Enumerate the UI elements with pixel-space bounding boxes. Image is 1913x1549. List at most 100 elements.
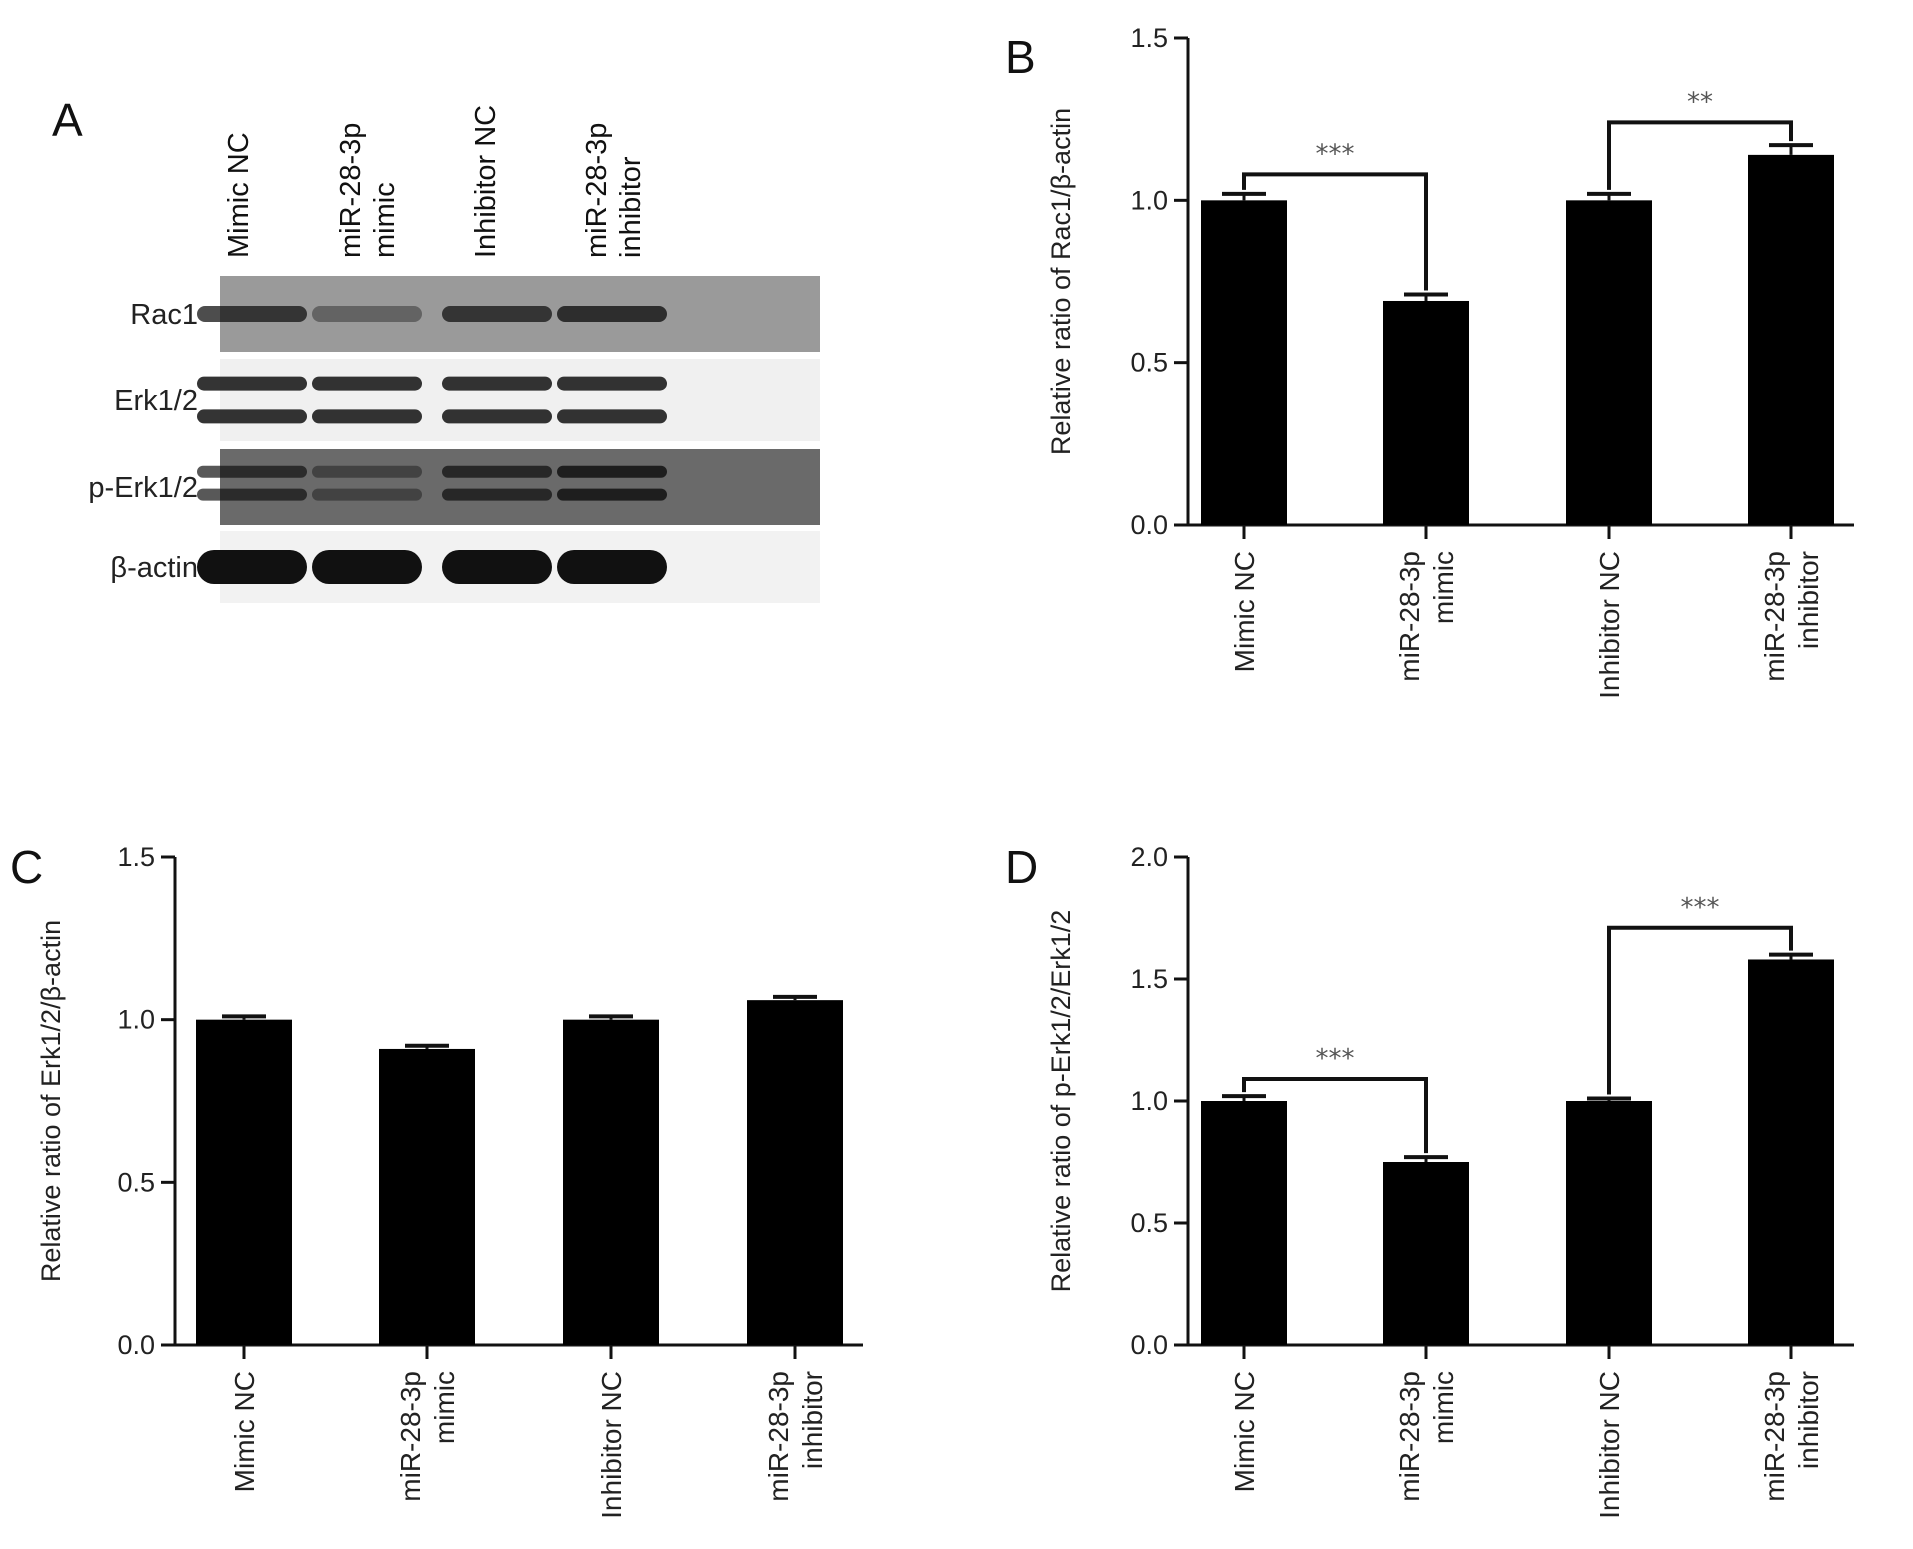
blot-band (197, 488, 307, 501)
blot-band (312, 376, 422, 391)
category-label: inhibitor (797, 1371, 828, 1469)
category-label: mimic (1428, 1371, 1459, 1444)
category-label: inhibitor (1793, 551, 1824, 649)
category-label: Inhibitor NC (1594, 1371, 1625, 1519)
bar (1748, 154, 1834, 525)
y-tick-label: 2.0 (1130, 842, 1168, 872)
blot-band (197, 550, 307, 584)
bar (196, 1019, 292, 1345)
lane-label: mimic (369, 182, 401, 258)
blot-band (197, 409, 307, 424)
y-tick-label: 0.0 (1130, 1330, 1168, 1360)
blot-band (557, 550, 667, 584)
y-tick-label: 0.5 (1130, 348, 1168, 378)
blot-band (557, 376, 667, 391)
y-tick-label: 1.0 (117, 1005, 155, 1035)
lane-label: inhibitor (615, 156, 647, 258)
blot-band (197, 306, 307, 322)
significance-label: *** (1316, 1044, 1355, 1074)
bar (1566, 200, 1652, 526)
category-label: Inhibitor NC (596, 1371, 627, 1519)
y-tick-label: 0.5 (117, 1167, 155, 1197)
category-label: Inhibitor NC (1594, 551, 1625, 699)
lane-label: Mimic NC (223, 132, 255, 258)
y-tick-label: 0.0 (117, 1330, 155, 1360)
blot-band (197, 465, 307, 478)
significance-bracket (1242, 1077, 1428, 1154)
panel-letter: C (10, 841, 43, 893)
blot-band (442, 306, 552, 322)
panel-a-western-blot: A Mimic NC miR-28-3p mimic Inhibitor NC miR-… (52, 94, 820, 603)
y-axis-label: Relative ratio of Erk1/2/β-actin (36, 920, 66, 1282)
blot-band (442, 488, 552, 501)
category-label: Mimic NC (1229, 1371, 1260, 1492)
y-axis-label: Relative ratio of Rac1/β-actin (1046, 108, 1076, 455)
panel-a-letter: A (52, 94, 83, 146)
category-label: miR-28-3p (763, 1371, 794, 1502)
category-label: miR-28-3p (1759, 1371, 1790, 1502)
bar (1748, 959, 1834, 1345)
y-tick-label: 0.0 (1130, 510, 1168, 540)
blot-band (557, 488, 667, 501)
panel-c-erk-chart: C 0.0 0.5 1.0 1.5 Relative ratio of Erk1/2/β-… (10, 841, 863, 1519)
blot-band (442, 550, 552, 584)
panel-d-perk-chart: D 0.0 0.5 1.0 1.5 2.0 Relative ratio of p-Erk1… (1005, 841, 1854, 1519)
blot-label: p-Erk1/2 (88, 472, 198, 504)
blot-band (557, 465, 667, 478)
blot-band (312, 409, 422, 424)
category-label: miR-28-3p (1394, 1371, 1425, 1502)
category-label: miR-28-3p (395, 1371, 426, 1502)
blot-band (557, 306, 667, 322)
blot-row: p-Erk1/2 (88, 449, 820, 525)
category-label: Mimic NC (229, 1371, 260, 1492)
blot-membrane (220, 449, 820, 525)
blot-membrane (220, 359, 820, 441)
significance-label: ** (1687, 87, 1713, 117)
blot-row: β-actin (110, 531, 820, 603)
blot-band (442, 376, 552, 391)
y-tick-label: 1.0 (1130, 185, 1168, 215)
panel-letter: B (1005, 31, 1036, 83)
bar (1383, 300, 1469, 525)
category-label: Mimic NC (1229, 551, 1260, 672)
y-tick-label: 0.5 (1130, 1208, 1168, 1238)
blot-band (442, 465, 552, 478)
panel-b-rac1-chart: B 0.0 0.5 1.0 1.5 Relative ratio of Rac1/β-ac… (1005, 23, 1854, 699)
category-label: miR-28-3p (1394, 551, 1425, 682)
bar (379, 1048, 475, 1345)
blot-band (312, 465, 422, 478)
bar (1383, 1162, 1469, 1345)
blot-rows: Rac1 Erk1/2 p-Erk1/2 β-actin (88, 276, 820, 603)
blot-band (557, 409, 667, 424)
lane-label: miR-28-3p (581, 123, 613, 258)
significance-bracket (1607, 925, 1793, 1095)
category-label: miR-28-3p (1759, 551, 1790, 682)
blot-band (312, 488, 422, 501)
panel-letter: D (1005, 841, 1038, 893)
bar (1566, 1101, 1652, 1345)
significance-label: *** (1316, 139, 1355, 169)
blot-band (197, 376, 307, 391)
y-tick-label: 1.5 (1130, 964, 1168, 994)
blot-row: Erk1/2 (114, 359, 820, 441)
significance-bracket (1607, 120, 1793, 190)
significance-label: *** (1681, 893, 1720, 923)
bar (1201, 1101, 1287, 1345)
blot-label: Erk1/2 (114, 385, 198, 417)
y-axis-label: Relative ratio of p-Erk1/2/Erk1/2 (1046, 910, 1076, 1293)
bar (747, 1000, 843, 1345)
y-tick-label: 1.5 (1130, 23, 1168, 53)
bar (1201, 200, 1287, 526)
lane-label: miR-28-3p (335, 123, 367, 258)
blot-label: Rac1 (130, 299, 198, 331)
blot-band (442, 409, 552, 424)
lane-label: Inhibitor NC (470, 105, 502, 258)
bar (563, 1019, 659, 1345)
significance-bracket (1242, 172, 1428, 291)
category-label: mimic (429, 1371, 460, 1444)
category-label: inhibitor (1793, 1371, 1824, 1469)
y-tick-label: 1.5 (117, 842, 155, 872)
blot-row: Rac1 (130, 276, 820, 352)
blot-label: β-actin (110, 552, 198, 584)
